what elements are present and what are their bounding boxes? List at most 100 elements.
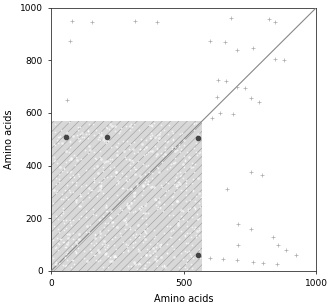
Point xyxy=(87,246,92,251)
Point xyxy=(99,184,104,188)
Point xyxy=(56,227,61,232)
Point xyxy=(87,121,92,126)
Point xyxy=(138,204,144,209)
Point xyxy=(130,160,135,164)
Point xyxy=(137,146,143,151)
Point xyxy=(110,156,115,161)
Point xyxy=(106,126,112,131)
Point xyxy=(141,147,146,152)
Point xyxy=(153,203,158,208)
Point xyxy=(144,252,149,257)
Point xyxy=(163,188,168,193)
Point xyxy=(156,200,162,205)
Point xyxy=(189,165,194,170)
Point xyxy=(127,163,132,168)
Point xyxy=(131,122,136,127)
Point xyxy=(136,149,141,154)
Point xyxy=(143,251,148,256)
Point xyxy=(98,183,103,188)
Point xyxy=(170,136,176,141)
Point xyxy=(64,159,69,164)
Point xyxy=(103,124,108,129)
Point xyxy=(191,121,196,126)
Point xyxy=(69,157,74,162)
Point xyxy=(124,157,129,162)
Point xyxy=(78,204,83,209)
Point xyxy=(164,139,170,144)
Point xyxy=(127,127,133,132)
Point xyxy=(191,176,196,181)
Point xyxy=(91,252,97,257)
Point xyxy=(97,135,102,140)
Point xyxy=(61,210,66,215)
Point xyxy=(98,217,103,222)
Point xyxy=(194,254,199,259)
Point xyxy=(144,226,150,231)
Point xyxy=(114,247,119,252)
Point xyxy=(169,243,174,248)
Point xyxy=(69,169,74,174)
Point xyxy=(123,177,128,182)
Point xyxy=(88,148,93,153)
Point xyxy=(79,135,85,140)
Point xyxy=(135,158,140,163)
Point xyxy=(67,187,72,192)
Point xyxy=(143,179,148,184)
Point xyxy=(156,205,161,209)
Point xyxy=(57,237,63,241)
Point xyxy=(195,132,200,136)
Point xyxy=(101,160,107,165)
Point xyxy=(163,192,168,197)
Point xyxy=(92,232,98,237)
Point xyxy=(180,208,185,213)
Point xyxy=(157,132,162,136)
Point xyxy=(62,221,67,225)
Point xyxy=(114,224,119,229)
Point xyxy=(62,188,68,192)
Point xyxy=(70,244,75,249)
Point xyxy=(134,184,140,189)
Point xyxy=(191,122,196,127)
Point xyxy=(72,248,77,253)
Point xyxy=(113,181,119,186)
Point xyxy=(182,143,187,148)
Point xyxy=(137,231,143,236)
Point xyxy=(145,178,151,183)
Point xyxy=(185,258,190,263)
Point xyxy=(77,138,83,143)
Point xyxy=(128,187,134,192)
Point xyxy=(133,189,138,194)
Point xyxy=(127,142,132,147)
Point xyxy=(170,146,175,151)
Point xyxy=(68,264,73,269)
Point xyxy=(153,197,158,202)
Point xyxy=(50,201,56,206)
Point xyxy=(171,181,176,186)
Point xyxy=(146,170,152,175)
Point xyxy=(170,129,175,134)
Point xyxy=(188,206,193,211)
Point xyxy=(123,124,128,129)
Point xyxy=(71,231,76,236)
Point xyxy=(193,199,198,204)
Point xyxy=(86,144,92,148)
Point xyxy=(154,263,159,268)
Point xyxy=(183,241,188,245)
Point xyxy=(103,232,108,237)
Point xyxy=(162,264,167,269)
Point xyxy=(54,161,59,166)
Point xyxy=(119,186,124,191)
Point xyxy=(102,225,107,230)
Point xyxy=(127,237,132,242)
Point xyxy=(185,209,190,214)
Point xyxy=(55,236,60,241)
Point xyxy=(120,139,125,144)
Point xyxy=(158,205,163,210)
Point xyxy=(65,240,70,245)
Point xyxy=(189,243,195,248)
Point xyxy=(109,174,114,179)
Point xyxy=(195,136,200,140)
Point xyxy=(56,242,62,247)
Point xyxy=(124,244,129,249)
Point xyxy=(125,139,130,144)
